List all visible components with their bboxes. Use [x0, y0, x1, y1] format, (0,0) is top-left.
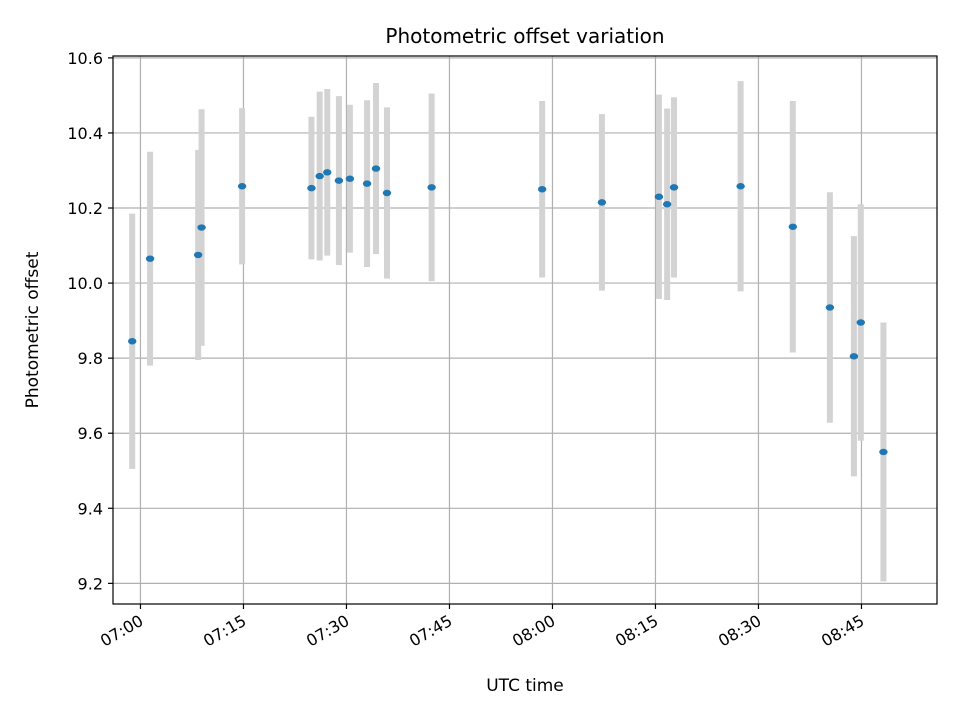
data-point — [849, 353, 859, 360]
data-point — [654, 193, 664, 200]
y-tick-label: 10.6 — [67, 49, 103, 68]
data-point — [788, 223, 797, 230]
data-point — [334, 177, 344, 184]
data-point — [128, 338, 137, 345]
data-point — [323, 169, 332, 176]
data-point — [825, 304, 835, 311]
x-axis-label: UTC time — [486, 676, 564, 696]
data-point — [597, 199, 607, 206]
data-point — [315, 172, 324, 180]
grid — [113, 56, 937, 604]
data-point — [669, 184, 679, 191]
data-point — [879, 448, 888, 456]
y-tick-label: 9.2 — [78, 574, 103, 593]
data-point — [856, 319, 865, 326]
data-point — [345, 175, 355, 182]
data-point — [537, 186, 547, 193]
data-point — [193, 251, 203, 259]
data-point — [371, 165, 381, 172]
data-point — [197, 224, 206, 231]
data-points — [128, 165, 888, 456]
data-point — [736, 183, 745, 190]
data-point — [382, 189, 392, 197]
y-tick-label: 9.8 — [78, 349, 103, 368]
data-point — [237, 183, 247, 190]
data-point — [145, 255, 155, 262]
data-point — [662, 201, 672, 208]
y-tick-label: 9.4 — [78, 499, 103, 518]
y-tick-label: 9.6 — [78, 424, 103, 443]
y-tick-label: 10.0 — [67, 274, 103, 293]
y-axis-ticks: 9.2 9.4 9.6 9.8 10.0 10.2 10.4 10.6 — [67, 49, 113, 593]
y-axis-label: Photometric offset — [23, 251, 43, 408]
data-point — [427, 184, 436, 191]
y-tick-label: 10.2 — [67, 199, 103, 218]
y-tick-label: 10.4 — [67, 124, 103, 143]
data-point — [307, 184, 316, 192]
plot-frame — [112, 55, 938, 605]
data-point — [362, 180, 372, 187]
chart-title: Photometric offset variation — [385, 24, 664, 48]
